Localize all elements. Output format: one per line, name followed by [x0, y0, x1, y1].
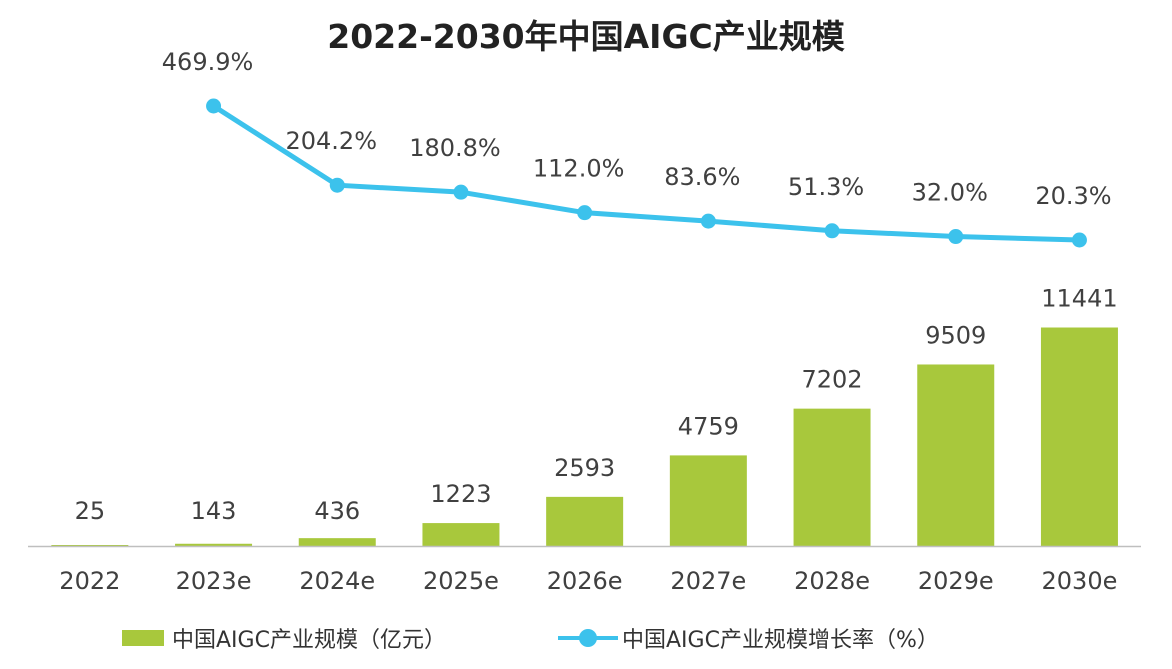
x-tick-label: 2028e: [794, 567, 870, 595]
legend-item-bar: 中国AIGC产业规模（亿元）: [122, 622, 446, 654]
bar-value-label: 11441: [1041, 285, 1117, 313]
x-tick-label: 2025e: [423, 567, 499, 595]
growth-rate-point: [1071, 232, 1087, 248]
bar-2025e: [422, 523, 500, 547]
x-tick-labels: 2022 2023e 2024e 2025e 2026e 2027e 2028e 2029e 2…: [59, 567, 1117, 595]
growth-rate-point: [329, 177, 345, 193]
x-tick-label: 2027e: [670, 567, 746, 595]
bar-value-label: 436: [314, 497, 360, 525]
growth-rate-label: 20.3%: [1035, 182, 1111, 210]
growth-rate-point: [453, 184, 469, 200]
x-tick-label: 2023e: [176, 567, 252, 595]
legend-line-label: 中国AIGC产业规模增长率（%）: [622, 628, 939, 653]
growth-rate-label: 112.0%: [533, 155, 625, 183]
x-tick-label: 2029e: [918, 567, 994, 595]
growth-rate-label: 51.3%: [788, 173, 864, 201]
growth-rate-point: [824, 223, 840, 239]
bar-value-label: 7202: [802, 366, 863, 394]
legend-bar-swatch: [122, 630, 164, 646]
legend-bar-label: 中国AIGC产业规模（亿元）: [172, 628, 446, 653]
bar-2023e: [175, 543, 253, 547]
growth-rate-label: 204.2%: [285, 127, 377, 155]
bar-value-label: 9509: [925, 321, 986, 349]
x-tick-label: 2022: [59, 567, 120, 595]
bar-value-label: 4759: [678, 412, 739, 440]
bar-value-label: 25: [75, 497, 106, 525]
legend-item-line: 中国AIGC产业规模增长率（%）: [558, 622, 939, 654]
growth-rate-series: [206, 98, 1087, 248]
data-labels: 25 143 436 1223 2593 4759 7202 9509 11441 469.9% 2…: [75, 48, 1118, 525]
bar-2026e: [546, 496, 624, 547]
x-tick-label: 2030e: [1042, 567, 1118, 595]
growth-rate-point: [948, 229, 964, 245]
growth-rate-line: [212, 103, 1080, 243]
bar-2029e: [917, 364, 995, 547]
bar-value-label: 143: [191, 497, 237, 525]
bar-series: [51, 327, 1118, 547]
legend-line-swatch: [558, 628, 618, 648]
bar-2024e: [298, 538, 376, 547]
chart-title: 2022-2030年中国AIGC产业规模: [327, 17, 845, 56]
bar-2028e: [793, 408, 871, 547]
x-tick-label: 2024e: [299, 567, 375, 595]
growth-rate-label: 469.9%: [162, 48, 254, 76]
growth-rate-label: 180.8%: [409, 134, 501, 162]
x-tick-label: 2026e: [547, 567, 623, 595]
bar-value-label: 2593: [554, 454, 615, 482]
growth-rate-label: 32.0%: [912, 179, 988, 207]
bar-2030e: [1040, 327, 1118, 547]
growth-rate-point: [700, 213, 716, 229]
bar-2027e: [669, 455, 747, 547]
growth-rate-point: [206, 98, 222, 114]
growth-rate-point: [577, 205, 593, 221]
bar-value-label: 1223: [430, 480, 491, 508]
growth-rate-label: 83.6%: [664, 163, 740, 191]
